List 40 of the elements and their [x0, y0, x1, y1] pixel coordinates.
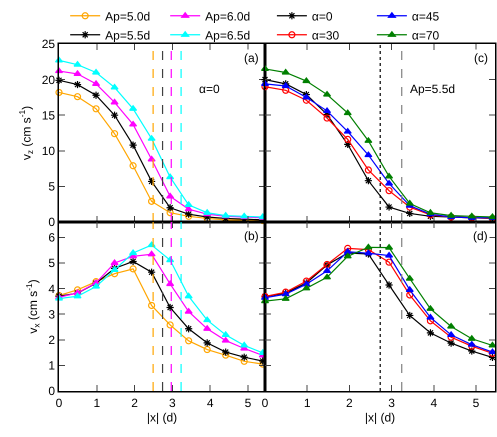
x-tick-label: 5 [472, 396, 480, 410]
y-tick-label: 6 [48, 230, 56, 245]
annotation: (c) [474, 51, 488, 65]
annotation: (a) [244, 51, 259, 65]
legend-label: Ap=5.0d [105, 9, 150, 24]
y-tick-label: 0 [48, 215, 56, 230]
x-axis-title: |x| (d) [146, 410, 178, 425]
y-tick-label: 1 [48, 358, 56, 373]
legend-label: Ap=6.0d [205, 9, 250, 24]
x-tick-label: 3 [388, 396, 396, 410]
x-tick-label: 2 [346, 396, 354, 410]
y-tick-label: 5 [48, 256, 56, 270]
x-tick-label: 0 [262, 396, 269, 410]
x-tick-label: 3 [169, 396, 176, 410]
y-tick-label: 5 [48, 180, 56, 194]
y-tick-label: 10 [42, 144, 56, 158]
y-tick-label: 3 [48, 307, 56, 322]
y-tick-label: 15 [42, 108, 56, 122]
y-tick-label: 4 [48, 282, 56, 296]
y-tick-label: 2 [48, 332, 56, 347]
y-tick-label: 0 [48, 384, 56, 398]
x-tick-label: 1 [93, 396, 100, 410]
annotation: Ap=5.5d [410, 82, 456, 96]
legend-label: α=30 [312, 28, 340, 42]
annotation: (b) [244, 229, 259, 243]
x-tick-label: 1 [304, 396, 311, 410]
x-tick-label: 4 [430, 396, 438, 410]
legend-label: Ap=5.5d [105, 28, 150, 42]
legend-label: α=45 [412, 9, 440, 24]
x-tick-label: 4 [206, 396, 214, 410]
y-tick-label: 20 [42, 72, 56, 87]
legend-label: α=70 [412, 28, 440, 42]
annotation: (d) [473, 229, 488, 243]
x-axis-title: |x| (d) [364, 410, 396, 425]
x-tick-label: 5 [244, 396, 252, 410]
y-tick-label: 25 [42, 37, 56, 52]
legend-label: α=0 [312, 9, 333, 24]
legend-label: Ap=6.5d [205, 28, 250, 42]
annotation: α=0 [199, 82, 220, 96]
x-tick-label: 2 [131, 396, 138, 410]
